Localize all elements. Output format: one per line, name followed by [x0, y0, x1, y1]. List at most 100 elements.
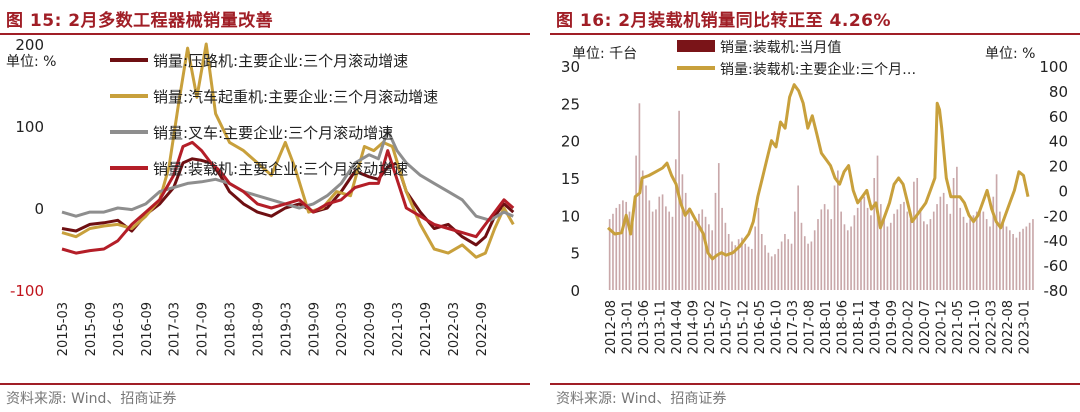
bar — [681, 174, 684, 290]
bar — [880, 204, 882, 290]
x-tick-label: 2013-11 — [654, 300, 669, 354]
x-tick-label: 2016-09 — [140, 302, 155, 356]
bar — [853, 215, 856, 290]
bar — [946, 204, 948, 290]
growth-line — [606, 83, 1030, 261]
bar — [949, 213, 952, 290]
x-tick-label: 2013-06 — [637, 300, 652, 354]
right-y-tick-label: -60 — [1044, 257, 1069, 275]
bar — [665, 206, 667, 290]
bar — [691, 221, 694, 290]
bar — [701, 209, 704, 290]
x-tick-label: 2015-02 — [703, 300, 718, 354]
bar — [936, 204, 938, 290]
bar — [823, 204, 826, 290]
bar — [876, 155, 879, 290]
source-note: 资料来源: Wind、招商证券 — [556, 391, 727, 407]
x-tick-label: 2021-05 — [951, 300, 966, 354]
bar — [995, 174, 998, 290]
x-tick-label: 2021-03 — [391, 302, 406, 356]
bar — [896, 209, 899, 290]
bar — [810, 241, 813, 290]
bar — [817, 219, 819, 290]
bar — [1012, 234, 1014, 290]
bar — [952, 178, 955, 290]
left-y-tick-label: 30 — [561, 58, 580, 76]
bar — [886, 226, 889, 290]
x-tick-label: 2018-06 — [835, 300, 850, 354]
bar — [751, 248, 753, 290]
bar — [913, 181, 915, 290]
x-tick-label: 2018-01 — [819, 300, 834, 354]
bar — [754, 226, 756, 290]
right-y-tick-label: 60 — [1049, 108, 1068, 126]
bar — [764, 245, 766, 290]
bar — [800, 222, 803, 290]
chart-title: 图 15: 2月多数工程器械销量改善 — [6, 11, 274, 31]
x-tick-label: 2014-04 — [670, 300, 685, 354]
bar — [645, 185, 647, 290]
bar — [651, 211, 654, 290]
bar — [979, 207, 981, 290]
bar — [863, 196, 866, 290]
bar — [870, 215, 872, 290]
bar — [625, 201, 628, 290]
x-tick-label: 2020-02 — [902, 300, 917, 354]
bar — [939, 196, 942, 290]
right-y-tick-label: 100 — [1039, 58, 1068, 76]
bar — [714, 192, 717, 290]
chart-panel-15: 图 15: 2月多数工程器械销量改善 单位: % 200 100 0 -100 2015-… — [0, 0, 530, 412]
y-tick-label: 0 — [34, 200, 44, 218]
x-tick-label: 2019-09 — [885, 300, 900, 354]
bar — [840, 211, 842, 290]
bar — [827, 209, 829, 290]
bar — [989, 226, 991, 290]
bar — [688, 207, 690, 290]
bar — [926, 224, 928, 290]
x-tick-label: 2014-09 — [687, 300, 702, 354]
bar — [618, 204, 621, 290]
bar — [919, 207, 922, 290]
chart-15-svg: 单位: %200 100 0 -100 2015-03 2015-09 2016-03 201… — [6, 36, 515, 356]
x-tick-label: 2018-09 — [251, 302, 266, 356]
y-tick-label: -100 — [10, 282, 44, 300]
legend-swatch-bar — [677, 40, 715, 52]
chart-title: 图 16: 2月装载机销量同比转正至 4.26% — [556, 11, 892, 31]
bar — [635, 155, 637, 290]
bar — [731, 241, 733, 290]
bar — [658, 196, 661, 290]
source-rule — [550, 383, 1080, 385]
x-tick-label: 2015-09 — [84, 302, 99, 356]
bar — [671, 216, 674, 290]
bar — [883, 219, 885, 290]
series-line-1 — [61, 42, 515, 259]
bar — [674, 159, 677, 290]
bar — [734, 245, 737, 290]
bar — [889, 222, 892, 290]
x-tick-label: 2019-09 — [307, 302, 322, 356]
x-tick-label: 2019-03 — [279, 302, 294, 356]
bar — [615, 207, 618, 290]
title-rule — [0, 33, 530, 35]
bar — [942, 192, 945, 290]
x-tick-label: 2020-07 — [918, 300, 933, 354]
bar — [770, 256, 773, 290]
bar — [684, 192, 687, 290]
bar — [813, 230, 816, 290]
x-tick-label: 2022-09 — [475, 302, 490, 356]
legend-label-0: 销量:压路机:主要企业:三个月滚动增速 — [153, 52, 408, 70]
bar — [956, 166, 958, 290]
x-tick-label: 2020-12 — [935, 300, 950, 354]
bar — [830, 219, 833, 290]
bar — [668, 211, 670, 290]
bar — [704, 216, 707, 290]
bar — [721, 207, 723, 290]
source-note: 资料来源: Wind、招商证券 — [6, 391, 177, 407]
bar — [747, 246, 750, 290]
bar — [975, 211, 978, 290]
bar — [923, 221, 925, 290]
bar — [760, 234, 763, 290]
x-tick-label: 2016-05 — [753, 300, 768, 354]
bar — [741, 237, 743, 290]
